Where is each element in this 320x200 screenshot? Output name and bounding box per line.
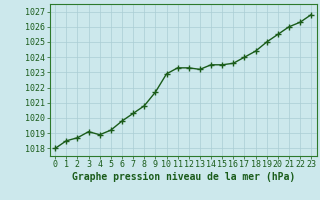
X-axis label: Graphe pression niveau de la mer (hPa): Graphe pression niveau de la mer (hPa) xyxy=(72,172,295,182)
